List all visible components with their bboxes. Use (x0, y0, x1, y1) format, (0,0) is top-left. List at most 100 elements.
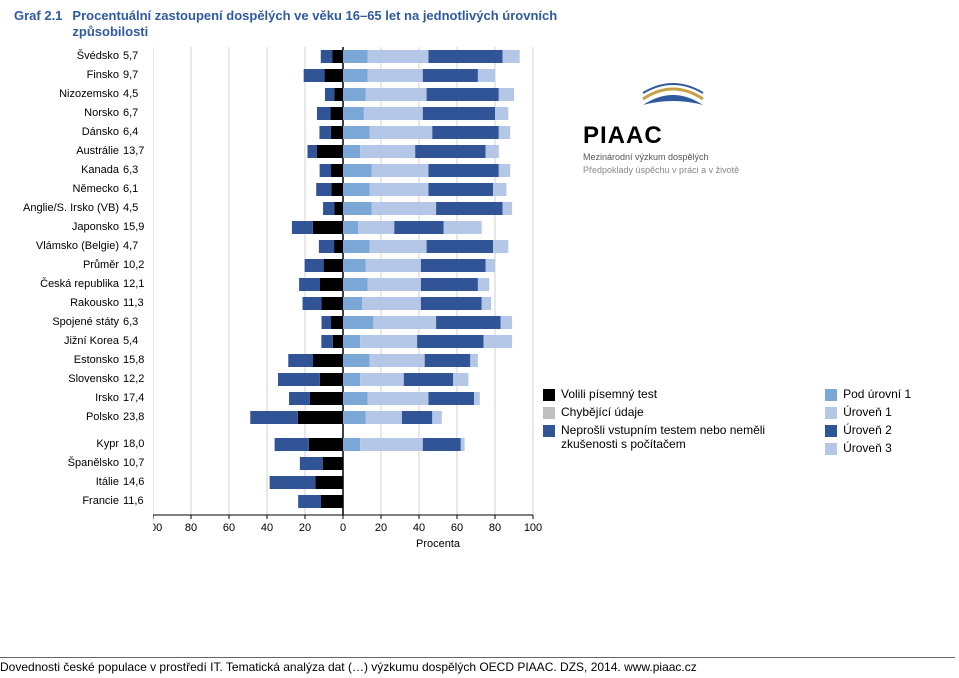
value-label: 17,4 (123, 392, 153, 404)
country-label: Irsko (14, 392, 123, 404)
svg-text:40: 40 (413, 522, 425, 534)
legend-label: Úroveň 2 (843, 423, 892, 437)
table-row: Finsko9,7 (14, 66, 153, 85)
country-label: Vlámsko (Belgie) (14, 240, 123, 252)
table-row: Slovensko12,2 (14, 370, 153, 389)
svg-text:100: 100 (153, 522, 162, 534)
book-icon (583, 77, 763, 117)
legend-label: Pod úrovní 1 (843, 387, 911, 401)
swatch-icon (543, 425, 555, 437)
table-row: Nizozemsko4,5 (14, 85, 153, 104)
country-label: Německo (14, 183, 123, 195)
country-label: Itálie (14, 476, 123, 488)
value-label: 15,8 (123, 354, 153, 366)
swatch-icon (825, 407, 837, 419)
table-row: Dánsko6,4 (14, 123, 153, 142)
svg-text:40: 40 (261, 522, 273, 534)
svg-text:0: 0 (340, 522, 346, 534)
row-labels: Švédsko5,7Finsko9,7Nizozemsko4,5Norsko6,… (14, 47, 153, 519)
value-label: 13,7 (123, 145, 153, 157)
legend-item: Úroveň 2 (825, 423, 911, 437)
value-label: 9,7 (123, 69, 153, 81)
chart-number: Graf 2.1 (14, 8, 62, 41)
table-row: Vlámsko (Belgie)4,7 (14, 237, 153, 256)
legend: Volili písemný testChybějící údajeNeproš… (543, 387, 911, 455)
legend-item: Chybějící údaje (543, 405, 765, 419)
table-row: Anglie/S. Irsko (VB)4,5 (14, 199, 153, 218)
table-row: Švédsko5,7 (14, 47, 153, 66)
table-row: Estonsko15,8 (14, 351, 153, 370)
legend-col-2: Pod úrovní 1 Úroveň 1 Úroveň 2 Úroveň 3 (825, 387, 911, 455)
legend-item: Úroveň 3 (825, 441, 911, 455)
logo-text: PIAAC (583, 122, 783, 150)
table-row: Rakousko11,3 (14, 294, 153, 313)
country-label: Slovensko (14, 373, 123, 385)
value-label: 5,4 (123, 335, 153, 347)
chart-header: Graf 2.1 Procentuální zastoupení dospělý… (14, 8, 945, 47)
country-label: Anglie/S. Irsko (VB) (14, 202, 123, 214)
table-row: Španělsko10,7 (14, 454, 153, 473)
value-label: 6,1 (123, 183, 153, 195)
value-label: 5,7 (123, 50, 153, 62)
table-row: Česká republika12,1 (14, 275, 153, 294)
bar-plot: 10080604020020406080100Procenta (153, 47, 543, 560)
value-label: 4,5 (123, 202, 153, 214)
country-label: Nizozemsko (14, 88, 123, 100)
country-label: Kanada (14, 164, 123, 176)
table-row: Austrálie13,7 (14, 142, 153, 161)
swatch-icon (543, 407, 555, 419)
table-row: Polsko23,8 (14, 408, 153, 427)
country-label: Jižní Korea (14, 335, 123, 347)
country-label: Kypr (14, 438, 123, 450)
table-row: Kanada6,3 (14, 161, 153, 180)
logo-subtitle-1: Mezinárodní výzkum dospělých (583, 152, 783, 163)
value-label: 10,7 (123, 457, 153, 469)
legend-item: Pod úrovní 1 (825, 387, 911, 401)
table-row: Jižní Korea5,4 (14, 332, 153, 351)
source-link[interactable]: www.piaac.cz (624, 660, 697, 674)
value-label: 23,8 (123, 411, 153, 423)
legend-item: Volili písemný test (543, 387, 765, 401)
value-label: 12,1 (123, 278, 153, 290)
swatch-icon (825, 425, 837, 437)
swatch-icon (543, 389, 555, 401)
svg-text:80: 80 (489, 522, 501, 534)
legend-label: Úroveň 1 (843, 405, 892, 419)
legend-item: Úroveň 1 (825, 405, 911, 419)
value-label: 6,3 (123, 316, 153, 328)
legend-label: Úroveň 3 (843, 441, 892, 455)
country-label: Španělsko (14, 457, 123, 469)
table-row: Německo6,1 (14, 180, 153, 199)
country-label: Rakousko (14, 297, 123, 309)
value-label: 14,6 (123, 476, 153, 488)
svg-text:60: 60 (223, 522, 235, 534)
svg-text:Procenta: Procenta (416, 538, 461, 550)
table-row: Japonsko15,9 (14, 218, 153, 237)
value-label: 4,7 (123, 240, 153, 252)
country-label: Spojené státy (14, 316, 123, 328)
country-label: Francie (14, 495, 123, 507)
page: { "header":{"num":"Graf 2.1","title":"Pr… (0, 0, 959, 678)
table-row: Norsko6,7 (14, 104, 153, 123)
legend-label: Volili písemný test (561, 387, 657, 401)
chart-area: Švédsko5,7Finsko9,7Nizozemsko4,5Norsko6,… (14, 47, 945, 560)
country-label: Estonsko (14, 354, 123, 366)
value-label: 18,0 (123, 438, 153, 450)
chart-title: Procentuální zastoupení dospělých ve věk… (72, 8, 557, 41)
country-label: Průměr (14, 259, 123, 271)
value-label: 11,6 (123, 495, 153, 507)
country-label: Česká republika (14, 278, 123, 290)
table-row: Itálie14,6 (14, 473, 153, 492)
svg-text:20: 20 (299, 522, 311, 534)
country-label: Dánsko (14, 126, 123, 138)
country-label: Švédsko (14, 50, 123, 62)
value-label: 12,2 (123, 373, 153, 385)
country-label: Finsko (14, 69, 123, 81)
table-row: Průměr10,2 (14, 256, 153, 275)
legend-label: Chybějící údaje (561, 405, 644, 419)
value-label: 6,4 (123, 126, 153, 138)
value-label: 15,9 (123, 221, 153, 233)
value-label: 10,2 (123, 259, 153, 271)
value-label: 6,7 (123, 107, 153, 119)
svg-text:60: 60 (451, 522, 463, 534)
